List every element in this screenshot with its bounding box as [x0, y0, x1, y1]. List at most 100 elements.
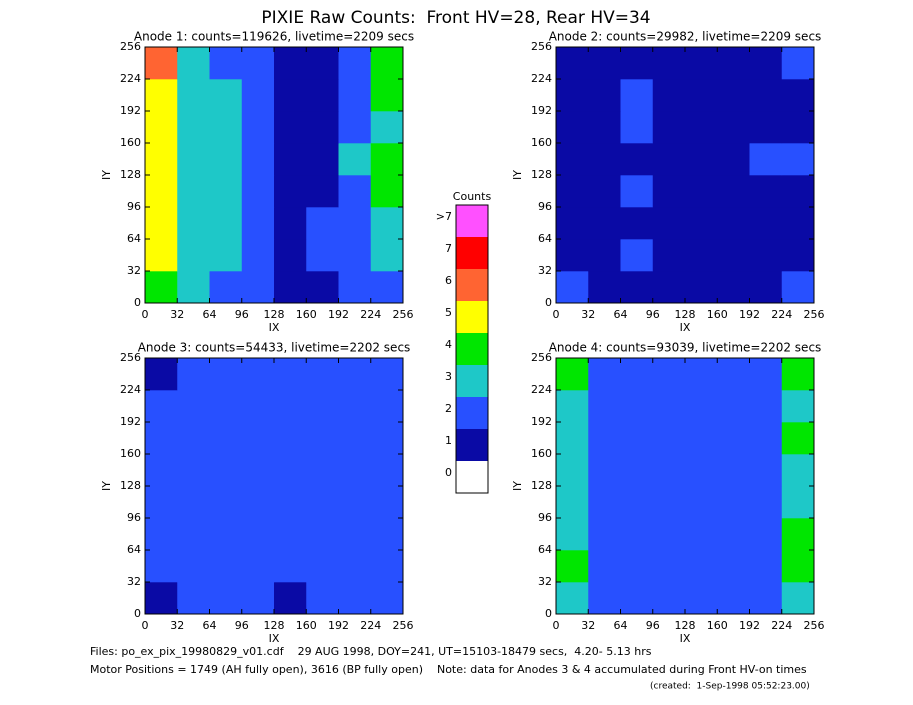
colorbar-cell [456, 205, 488, 237]
y-tick-label: 0 [134, 296, 141, 309]
heatmap-cell [338, 550, 372, 583]
heatmap-cell [717, 390, 750, 423]
heatmap-cell [306, 143, 339, 176]
heatmap-cell [749, 271, 783, 304]
y-tick-label: 192 [531, 415, 552, 428]
heatmap-cell [685, 518, 718, 551]
heatmap-cell [717, 143, 750, 176]
x-axis-label: IX [269, 321, 280, 334]
heatmap-cell [145, 454, 178, 487]
y-tick-label: 0 [545, 607, 552, 620]
heatmap-cell [338, 518, 372, 551]
heatmap-cell [145, 422, 178, 455]
y-axis-label: IY [511, 170, 524, 180]
heatmap-cell [588, 47, 621, 80]
y-tick-label: 192 [120, 415, 141, 428]
heatmap-cell [620, 454, 654, 487]
heatmap-cell [306, 422, 339, 455]
heatmap-cell [588, 486, 621, 519]
y-tick-label: 224 [120, 383, 141, 396]
heatmap-cell [145, 207, 178, 240]
heatmap-cell [177, 550, 210, 583]
y-tick-label: 96 [538, 511, 552, 524]
colorbar-cell [456, 365, 488, 397]
heatmap-cell [781, 518, 815, 551]
heatmap-cell [209, 422, 243, 455]
x-tick-label: 128 [264, 308, 285, 321]
y-tick-label: 192 [531, 104, 552, 117]
colorbar-label: >7 [436, 210, 452, 223]
y-tick-label: 64 [127, 543, 141, 556]
y-tick-label: 128 [531, 479, 552, 492]
heatmap-cell [338, 271, 372, 304]
heatmap-cell [652, 271, 686, 304]
heatmap-cell [306, 271, 339, 304]
heatmap-cell [370, 271, 404, 304]
heatmap-cell [652, 518, 686, 551]
x-tick-label: 192 [739, 308, 760, 321]
y-tick-label: 160 [531, 447, 552, 460]
heatmap-cell [177, 47, 210, 80]
colorbar-cell [456, 333, 488, 365]
footer-line: Motor Positions = 1749 (AH fully open), … [90, 663, 807, 676]
y-tick-label: 160 [120, 136, 141, 149]
y-tick-label: 128 [531, 168, 552, 181]
heatmap-cell [781, 111, 815, 144]
x-tick-label: 64 [203, 619, 217, 632]
heatmap-cell [274, 550, 307, 583]
heatmap-cell [209, 143, 243, 176]
colorbar-cell [456, 269, 488, 301]
y-tick-label: 224 [531, 383, 552, 396]
heatmap-cell [717, 550, 750, 583]
y-tick-label: 96 [127, 200, 141, 213]
x-tick-label: 32 [581, 308, 595, 321]
heatmap-cell [749, 518, 783, 551]
heatmap-cell [717, 111, 750, 144]
colorbar-title: Counts [453, 190, 492, 203]
x-tick-label: 128 [264, 619, 285, 632]
y-tick-label: 256 [531, 351, 552, 364]
heatmap-cell [717, 207, 750, 240]
x-axis-label: IX [680, 632, 691, 645]
heatmap-cell [620, 47, 654, 80]
heatmap-cell [209, 358, 243, 391]
colorbar-label: 1 [445, 434, 452, 447]
x-tick-label: 256 [804, 619, 825, 632]
heatmap-cell [620, 111, 654, 144]
heatmap-cell [652, 454, 686, 487]
heatmap-cell [717, 47, 750, 80]
heatmap-cell [588, 454, 621, 487]
x-tick-label: 0 [553, 619, 560, 632]
heatmap-cell [556, 422, 589, 455]
heatmap-cell [556, 143, 589, 176]
heatmap-cell [306, 358, 339, 391]
heatmap-cell [145, 550, 178, 583]
heatmap-cell [717, 518, 750, 551]
heatmap-cell [588, 143, 621, 176]
footer-line: (created: 1-Sep-1998 05:52:23.00) [650, 682, 810, 692]
heatmap-cell [306, 486, 339, 519]
heatmap-cell [145, 271, 178, 304]
heatmap-cell [620, 175, 654, 208]
colorbar-label: 6 [445, 274, 452, 287]
heatmap-cell [588, 111, 621, 144]
x-tick-label: 192 [328, 308, 349, 321]
heatmap-cell [241, 143, 275, 176]
colorbar-cell [456, 461, 488, 493]
x-tick-label: 128 [675, 619, 696, 632]
heatmap-cell [338, 486, 372, 519]
x-tick-label: 64 [203, 308, 217, 321]
heatmap-cell [620, 358, 654, 391]
heatmap-cell [274, 239, 307, 272]
heatmap-cell [145, 79, 178, 112]
heatmap-cell [588, 175, 621, 208]
colorbar-label: 3 [445, 370, 452, 383]
heatmap-cell [370, 111, 404, 144]
x-tick-label: 128 [675, 308, 696, 321]
heatmap-cell [652, 550, 686, 583]
heatmap-cell [652, 111, 686, 144]
heatmap-cell [588, 358, 621, 391]
y-tick-label: 96 [538, 200, 552, 213]
heatmap-cell [685, 422, 718, 455]
heatmap-cell [209, 518, 243, 551]
